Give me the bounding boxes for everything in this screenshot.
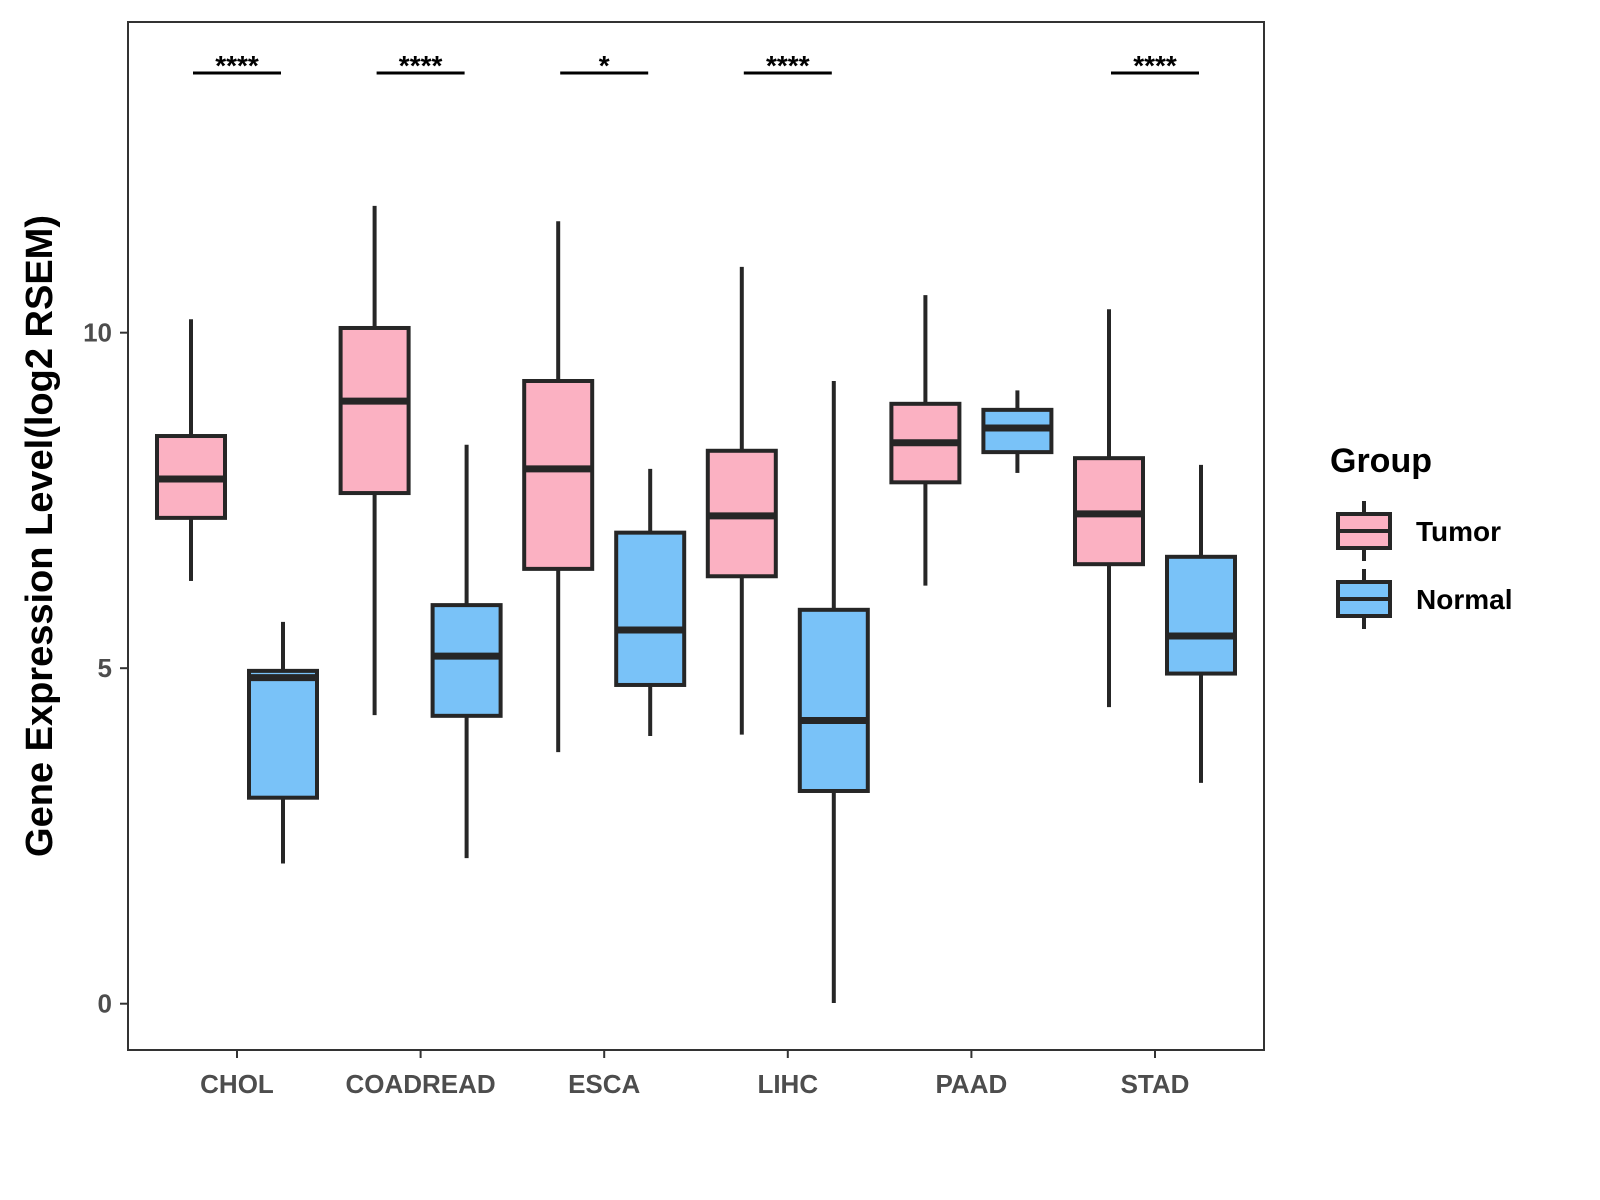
x-tick-label: PAAD [936, 1069, 1008, 1099]
x-tick-label: ESCA [568, 1069, 640, 1099]
box-iqr [430, 603, 503, 718]
box-tumor-coadread [338, 205, 411, 716]
y-tick-label: 5 [98, 653, 112, 683]
box-iqr [247, 668, 319, 800]
x-tick-label: CHOL [200, 1069, 274, 1099]
box-tumor-paad [889, 295, 962, 586]
box-normal-coadread [430, 444, 503, 859]
box-normal-paad [981, 390, 1054, 473]
box-iqr [797, 607, 870, 793]
x-tick-label: STAD [1121, 1069, 1190, 1099]
legend-label: Tumor [1416, 516, 1501, 547]
box-iqr [1165, 554, 1237, 676]
box-iqr [338, 325, 411, 496]
x-tick-label: LIHC [757, 1069, 818, 1099]
box-normal-lihc [797, 380, 870, 1004]
significance-label: **** [215, 50, 259, 81]
box-tumor-lihc [705, 266, 778, 735]
significance-label: **** [1133, 50, 1177, 81]
box-normal-stad [1165, 464, 1237, 783]
y-axis-label: Gene Expression Level(log2 RSEM) [19, 215, 61, 857]
x-tick-label: COADREAD [345, 1069, 495, 1099]
y-tick-label: 10 [83, 318, 112, 348]
box-iqr [614, 530, 687, 687]
legend: Group Tumor Normal [1330, 442, 1512, 629]
significance-label: **** [399, 50, 443, 81]
box-normal-chol [247, 621, 319, 864]
box-normal-esca [614, 468, 687, 736]
significance-label: * [599, 50, 610, 81]
significance-label: **** [766, 50, 810, 81]
box-tumor-esca [522, 221, 595, 753]
box-tumor-chol [155, 319, 227, 581]
legend-item-normal: Normal [1336, 569, 1512, 629]
legend-item-tumor: Tumor [1336, 501, 1501, 561]
legend-label: Normal [1416, 584, 1512, 615]
y-tick-label: 0 [98, 989, 112, 1019]
box-tumor-stad [1073, 309, 1145, 708]
legend-title: Group [1330, 442, 1432, 480]
box-iqr [522, 378, 595, 571]
